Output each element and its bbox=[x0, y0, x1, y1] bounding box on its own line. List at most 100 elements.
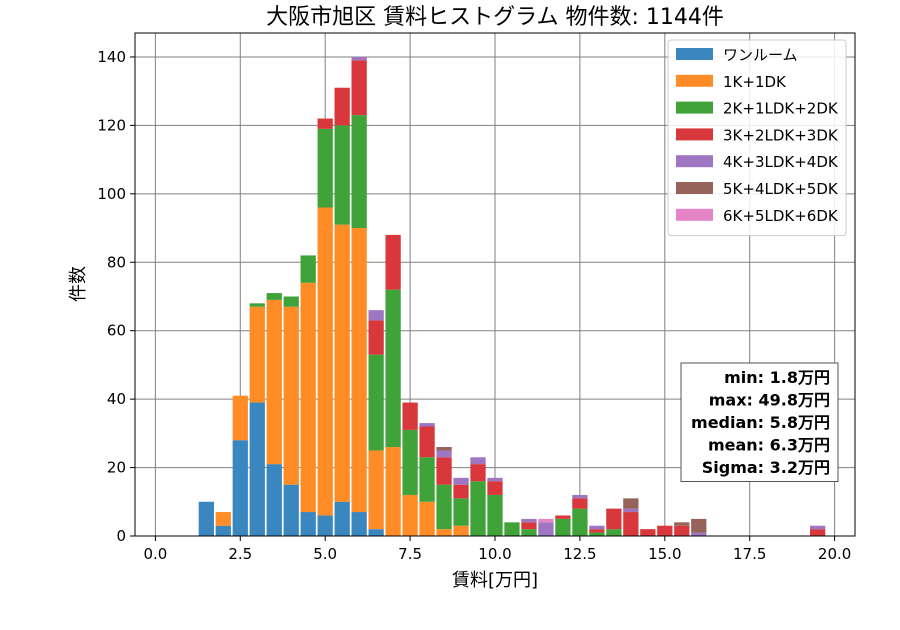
bar-0-0 bbox=[198, 501, 214, 536]
bar-0-7 bbox=[317, 515, 333, 536]
bar-3-16 bbox=[470, 464, 486, 482]
bar-2-7 bbox=[317, 128, 333, 208]
bar-3-9 bbox=[351, 60, 367, 116]
y-axis-label: 件数 bbox=[68, 266, 89, 302]
bar-5-29 bbox=[691, 518, 707, 533]
bar-4-29 bbox=[691, 532, 707, 536]
bar-1-3 bbox=[249, 306, 265, 403]
bar-2-12 bbox=[402, 429, 418, 495]
bar-3-25 bbox=[623, 512, 639, 536]
stats-line-4: Sigma: 3.2万円 bbox=[702, 458, 830, 477]
bar-3-26 bbox=[640, 529, 656, 536]
bar-2-11 bbox=[385, 289, 401, 448]
bar-1-13 bbox=[419, 501, 435, 536]
bar-0-8 bbox=[334, 501, 350, 536]
bar-2-23 bbox=[589, 532, 605, 536]
bar-1-8 bbox=[334, 224, 350, 502]
bar-2-10 bbox=[368, 354, 384, 451]
bar-3-7 bbox=[317, 118, 333, 129]
bar-3-19 bbox=[521, 522, 537, 530]
bar-4-20 bbox=[538, 522, 554, 536]
x-tick-label-8: 20.0 bbox=[818, 545, 851, 563]
legend-swatch-6 bbox=[676, 208, 713, 221]
stats-line-3: mean: 6.3万円 bbox=[708, 436, 830, 455]
bar-2-16 bbox=[470, 481, 486, 536]
bar-0-10 bbox=[368, 529, 384, 536]
bar-3-21 bbox=[555, 515, 571, 519]
bar-2-4 bbox=[266, 293, 282, 300]
bar-0-2 bbox=[232, 440, 248, 536]
bar-4-9 bbox=[351, 56, 367, 61]
bar-2-5 bbox=[283, 296, 299, 307]
bar-1-6 bbox=[300, 282, 316, 513]
legend-label-3: 3K+2LDK+3DK bbox=[723, 126, 839, 144]
stats-line-1: max: 49.8万円 bbox=[709, 391, 830, 410]
bar-1-4 bbox=[266, 299, 282, 465]
legend-swatch-2 bbox=[676, 101, 713, 114]
bar-3-13 bbox=[419, 426, 435, 458]
bar-3-30 bbox=[810, 529, 826, 536]
x-tick-label-1: 2.5 bbox=[228, 545, 252, 563]
bar-4-15 bbox=[453, 477, 469, 485]
x-tick-label-3: 7.5 bbox=[398, 545, 422, 563]
bar-4-17 bbox=[487, 477, 503, 482]
y-tick-label-4: 80 bbox=[107, 253, 126, 271]
x-tick-label-7: 17.5 bbox=[733, 545, 766, 563]
bar-3-8 bbox=[334, 87, 350, 126]
legend-swatch-3 bbox=[676, 128, 713, 141]
stats-line-0: min: 1.8万円 bbox=[724, 368, 830, 387]
bar-4-30 bbox=[810, 525, 826, 530]
bar-1-5 bbox=[283, 306, 299, 485]
bar-2-24 bbox=[606, 529, 622, 536]
x-tick-label-0: 0.0 bbox=[143, 545, 167, 563]
bar-2-21 bbox=[555, 518, 571, 536]
bar-1-2 bbox=[232, 395, 248, 441]
bar-4-22 bbox=[572, 494, 588, 499]
y-tick-label-5: 100 bbox=[97, 185, 126, 203]
bar-1-1 bbox=[215, 512, 231, 526]
bar-1-10 bbox=[368, 450, 384, 530]
stats-line-2: median: 5.8万円 bbox=[691, 413, 830, 432]
bar-5-14 bbox=[436, 447, 452, 451]
legend-swatch-0 bbox=[676, 48, 713, 60]
y-axis-ticks: 0 20 40 60 80 100 120 140 bbox=[97, 48, 135, 545]
bar-3-22 bbox=[572, 498, 588, 509]
bar-3-11 bbox=[385, 234, 401, 290]
bar-2-9 bbox=[351, 115, 367, 229]
bar-0-9 bbox=[351, 512, 367, 536]
bar-3-23 bbox=[589, 529, 605, 533]
bar-0-3 bbox=[249, 402, 265, 536]
bar-3-27 bbox=[657, 525, 673, 536]
bar-0-1 bbox=[215, 525, 231, 536]
bar-3-14 bbox=[436, 457, 452, 485]
bar-0-4 bbox=[266, 464, 282, 536]
bar-2-6 bbox=[300, 255, 316, 283]
x-tick-label-6: 15.0 bbox=[648, 545, 681, 563]
bar-3-10 bbox=[368, 320, 384, 355]
legend-swatch-5 bbox=[676, 182, 713, 194]
bar-4-16 bbox=[470, 457, 486, 465]
legend-label-1: 1K+1DK bbox=[723, 73, 787, 91]
bar-4-23 bbox=[589, 525, 605, 530]
x-axis-label: 賃料[万円] bbox=[452, 570, 538, 591]
bar-4-14 bbox=[436, 450, 452, 458]
bar-6-20 bbox=[538, 518, 554, 523]
legend-label-0: ワンルーム bbox=[723, 46, 798, 64]
bar-2-8 bbox=[334, 125, 350, 225]
bar-2-13 bbox=[419, 457, 435, 502]
bar-1-15 bbox=[453, 525, 469, 536]
bar-2-19 bbox=[521, 529, 537, 536]
bar-3-24 bbox=[606, 508, 622, 530]
x-tick-label-4: 10.0 bbox=[478, 545, 511, 563]
bar-2-18 bbox=[504, 522, 520, 536]
bar-3-28 bbox=[674, 525, 690, 536]
bar-4-13 bbox=[419, 423, 435, 427]
legend-label-5: 5K+4LDK+5DK bbox=[723, 180, 839, 198]
y-tick-label-1: 20 bbox=[107, 459, 126, 477]
bar-5-25 bbox=[623, 498, 639, 509]
chart-title: 大阪市旭区 賃料ヒストグラム 物件数: 1144件 bbox=[266, 5, 724, 30]
y-tick-label-0: 0 bbox=[116, 527, 126, 545]
x-tick-label-5: 12.5 bbox=[563, 545, 596, 563]
bar-1-9 bbox=[351, 228, 367, 513]
